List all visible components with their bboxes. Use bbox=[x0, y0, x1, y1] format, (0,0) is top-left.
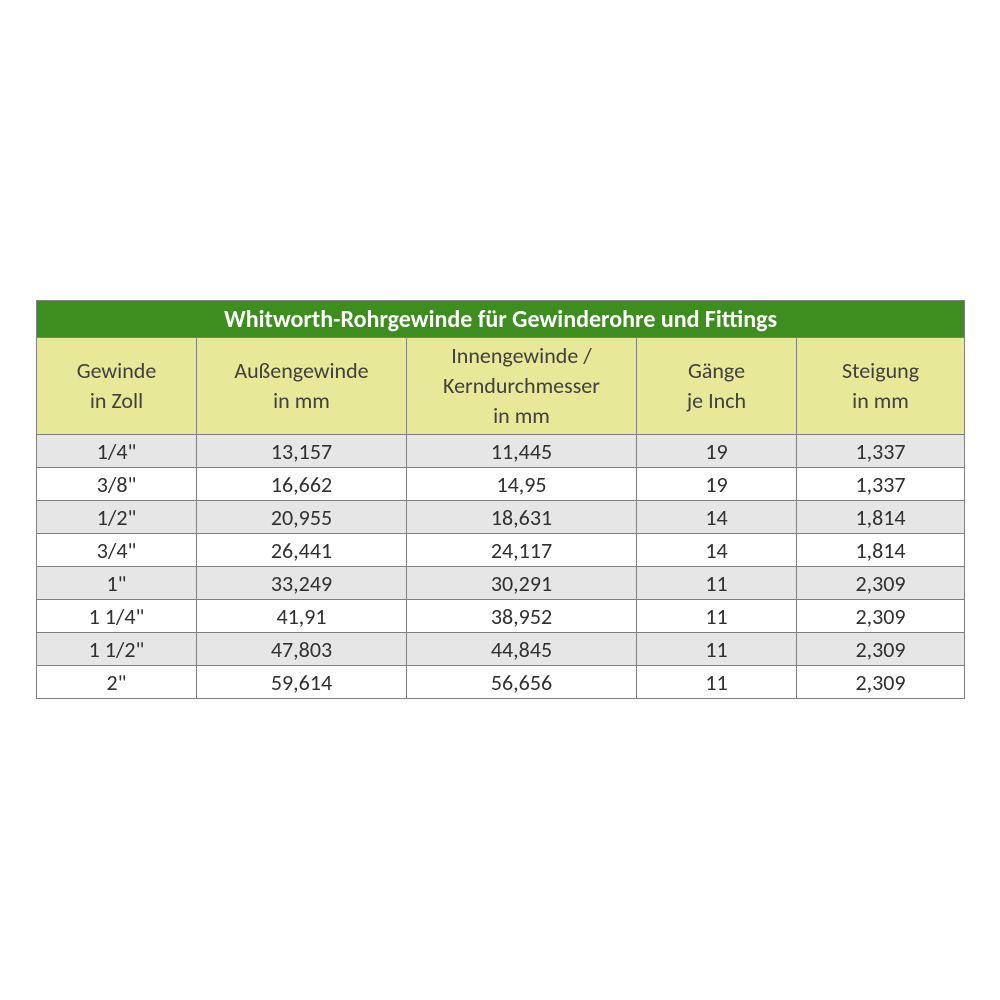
cell-gaenge: 19 bbox=[637, 468, 797, 501]
col-header-line: Kerndurchmesser bbox=[443, 372, 600, 399]
col-header-line: Außengewinde bbox=[234, 357, 368, 384]
table-title-row: Whitworth-Rohrgewinde für Gewinderohre u… bbox=[37, 301, 965, 338]
cell-gewinde: 3/8" bbox=[37, 468, 197, 501]
cell-innen: 18,631 bbox=[407, 501, 637, 534]
whitworth-table: Whitworth-Rohrgewinde für Gewinderohre u… bbox=[36, 300, 965, 699]
cell-aussen: 41,91 bbox=[197, 600, 407, 633]
cell-steigung: 1,814 bbox=[797, 501, 965, 534]
table-title: Whitworth-Rohrgewinde für Gewinderohre u… bbox=[37, 301, 965, 338]
cell-gaenge: 11 bbox=[637, 567, 797, 600]
cell-aussen: 59,614 bbox=[197, 666, 407, 699]
cell-gaenge: 19 bbox=[637, 435, 797, 468]
col-header-line: Gänge bbox=[688, 357, 745, 384]
col-header-line: in Zoll bbox=[90, 387, 143, 414]
table-row: 1" 33,249 30,291 11 2,309 bbox=[37, 567, 965, 600]
cell-gewinde: 2" bbox=[37, 666, 197, 699]
cell-innen: 14,95 bbox=[407, 468, 637, 501]
cell-aussen: 47,803 bbox=[197, 633, 407, 666]
col-header-line: je Inch bbox=[687, 387, 746, 414]
cell-gewinde: 1/2" bbox=[37, 501, 197, 534]
cell-aussen: 33,249 bbox=[197, 567, 407, 600]
cell-steigung: 1,337 bbox=[797, 468, 965, 501]
cell-innen: 56,656 bbox=[407, 666, 637, 699]
cell-gaenge: 11 bbox=[637, 633, 797, 666]
col-header-line: Gewinde bbox=[77, 357, 157, 384]
cell-gaenge: 14 bbox=[637, 534, 797, 567]
table-row: 2" 59,614 56,656 11 2,309 bbox=[37, 666, 965, 699]
col-header-aussengewinde: Außengewinde in mm bbox=[197, 338, 407, 435]
cell-innen: 30,291 bbox=[407, 567, 637, 600]
cell-gewinde: 3/4" bbox=[37, 534, 197, 567]
cell-aussen: 26,441 bbox=[197, 534, 407, 567]
cell-steigung: 1,337 bbox=[797, 435, 965, 468]
col-header-steigung: Steigung in mm bbox=[797, 338, 965, 435]
cell-gaenge: 11 bbox=[637, 666, 797, 699]
col-header-gewinde: Gewinde in Zoll bbox=[37, 338, 197, 435]
col-header-line: Innengewinde / bbox=[451, 342, 592, 369]
cell-gewinde: 1" bbox=[37, 567, 197, 600]
table-row: 3/8" 16,662 14,95 19 1,337 bbox=[37, 468, 965, 501]
cell-aussen: 16,662 bbox=[197, 468, 407, 501]
col-header-line: in mm bbox=[852, 387, 909, 414]
cell-steigung: 1,814 bbox=[797, 534, 965, 567]
cell-gewinde: 1/4" bbox=[37, 435, 197, 468]
cell-aussen: 20,955 bbox=[197, 501, 407, 534]
cell-steigung: 2,309 bbox=[797, 666, 965, 699]
cell-gewinde: 1 1/4" bbox=[37, 600, 197, 633]
table-container: Whitworth-Rohrgewinde für Gewinderohre u… bbox=[36, 300, 964, 699]
table-body: 1/4" 13,157 11,445 19 1,337 3/8" 16,662 … bbox=[37, 435, 965, 699]
table-row: 3/4" 26,441 24,117 14 1,814 bbox=[37, 534, 965, 567]
cell-innen: 24,117 bbox=[407, 534, 637, 567]
table-row: 1/4" 13,157 11,445 19 1,337 bbox=[37, 435, 965, 468]
cell-gewinde: 1 1/2" bbox=[37, 633, 197, 666]
cell-steigung: 2,309 bbox=[797, 633, 965, 666]
cell-innen: 11,445 bbox=[407, 435, 637, 468]
col-header-innengewinde: Innengewinde / Kerndurchmesser in mm bbox=[407, 338, 637, 435]
cell-aussen: 13,157 bbox=[197, 435, 407, 468]
table-row: 1 1/2" 47,803 44,845 11 2,309 bbox=[37, 633, 965, 666]
cell-gaenge: 11 bbox=[637, 600, 797, 633]
cell-steigung: 2,309 bbox=[797, 567, 965, 600]
table-header-row: Gewinde in Zoll Außengewinde in mm Innen… bbox=[37, 338, 965, 435]
col-header-gaenge: Gänge je Inch bbox=[637, 338, 797, 435]
cell-steigung: 2,309 bbox=[797, 600, 965, 633]
col-header-line: in mm bbox=[273, 387, 330, 414]
cell-innen: 44,845 bbox=[407, 633, 637, 666]
cell-innen: 38,952 bbox=[407, 600, 637, 633]
col-header-line: in mm bbox=[493, 402, 550, 429]
col-header-line: Steigung bbox=[842, 357, 919, 384]
table-row: 1 1/4" 41,91 38,952 11 2,309 bbox=[37, 600, 965, 633]
cell-gaenge: 14 bbox=[637, 501, 797, 534]
table-row: 1/2" 20,955 18,631 14 1,814 bbox=[37, 501, 965, 534]
